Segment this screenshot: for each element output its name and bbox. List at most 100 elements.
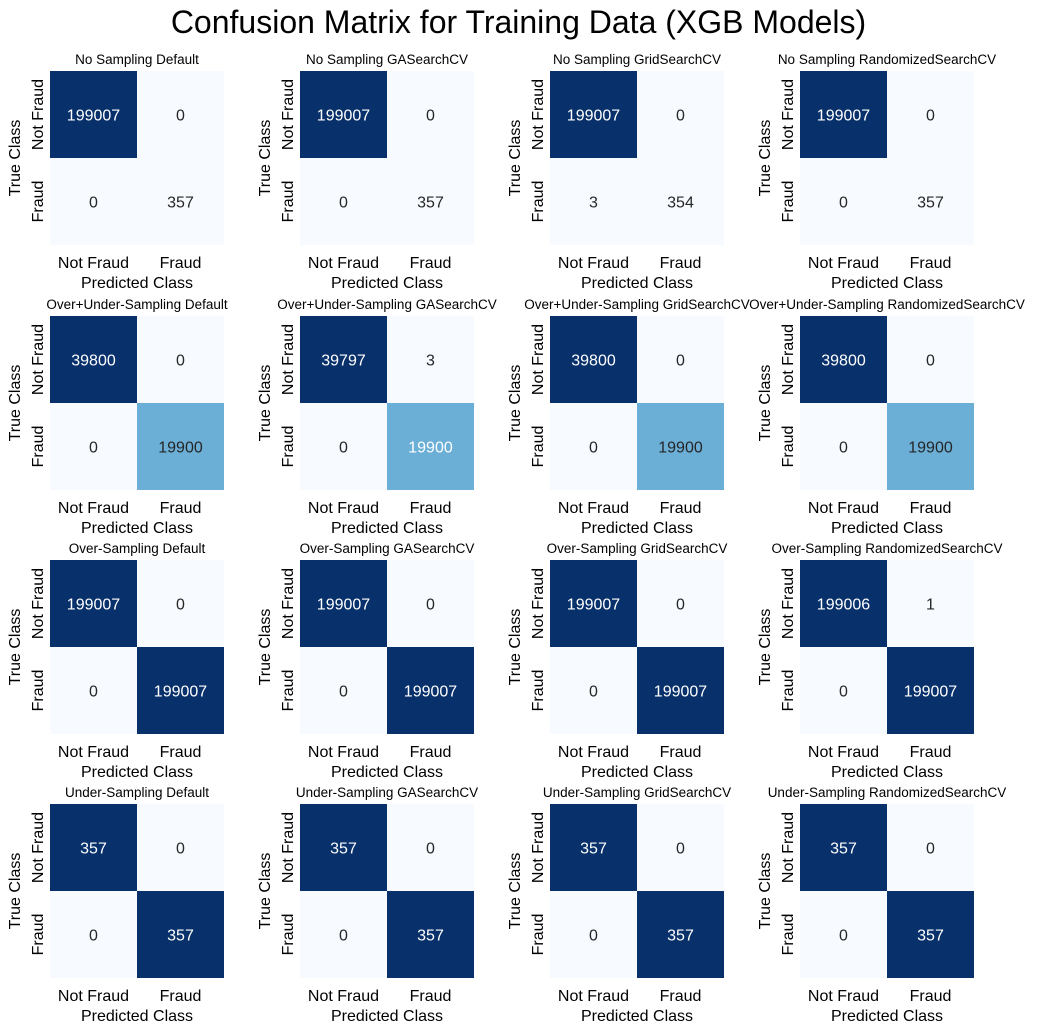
panel-5-ytick-1: Not Fraud [30, 324, 47, 395]
panel-1-xtick-2: Fraud [160, 255, 202, 272]
panel-8-xtick-2: Fraud [910, 500, 952, 517]
panel-6-ylabel: True Class [257, 365, 274, 442]
panel-9-cell-r1c2 [137, 560, 224, 647]
panel-5-ylabel: True Class [7, 365, 24, 442]
panel-12-ytick-1: Not Fraud [780, 568, 797, 639]
panel-7-cell-label-r2c2: 19900 [658, 440, 703, 457]
panel-1-cell-label-r2c1: 0 [89, 195, 98, 212]
panel-13-xtick-1: Not Fraud [58, 988, 129, 1005]
panel-11-cell-r2c2 [637, 647, 724, 734]
panel-12-title: Over-Sampling RandomizedSearchCV [771, 541, 1002, 556]
panel-15-title: Under-Sampling GridSearchCV [543, 785, 731, 800]
panel-3-title: No Sampling GridSearchCV [553, 52, 721, 67]
panel-3-xtick-1: Not Fraud [558, 255, 629, 272]
panel-2-ytick-2: Fraud [280, 181, 297, 223]
panel-3-cell-r2c2 [637, 158, 724, 245]
panel-3-ytick-1: Not Fraud [530, 79, 547, 150]
panel-2-xtick-2: Fraud [410, 255, 452, 272]
panel-15-ytick-1: Not Fraud [530, 812, 547, 883]
panel-11-cell-label-r2c1: 0 [589, 684, 598, 701]
panel-4-ytick-1: Not Fraud [780, 79, 797, 150]
panel-14-cell-label-r2c1: 0 [339, 928, 348, 945]
panel-8-title: Over+Under-Sampling RandomizedSearchCV [749, 297, 1025, 312]
panel-6-cell-label-r2c1: 0 [339, 440, 348, 457]
panel-15-cell-r2c1 [550, 891, 637, 978]
panel-10-cell-label-r2c2: 199007 [404, 684, 457, 701]
panel-11-ytick-1: Not Fraud [530, 568, 547, 639]
panel-7-xtick-2: Fraud [660, 500, 702, 517]
panel-14-xtick-2: Fraud [410, 988, 452, 1005]
panel-16-xtick-2: Fraud [910, 988, 952, 1005]
panel-15-cell-r1c2 [637, 804, 724, 891]
panel-7-cell-label-r2c1: 0 [589, 440, 598, 457]
panel-9-cell-label-r2c2: 199007 [154, 684, 207, 701]
panel-12-cell-label-r1c2: 1 [926, 597, 935, 614]
panel-2-cell-r2c2 [387, 158, 474, 245]
panel-13-ytick-1: Not Fraud [30, 812, 47, 883]
panel-13-cell-r2c1 [50, 891, 137, 978]
panel-12-cell-r2c1 [800, 647, 887, 734]
panel-4-cell-label-r2c2: 357 [917, 195, 944, 212]
panel-14-ylabel: True Class [257, 853, 274, 930]
panel-9-ytick-1: Not Fraud [30, 568, 47, 639]
panel-4-cell-r2c1 [800, 158, 887, 245]
panel-7-xtick-1: Not Fraud [558, 500, 629, 517]
panel-8-xtick-1: Not Fraud [808, 500, 879, 517]
panel-16-title: Under-Sampling RandomizedSearchCV [768, 785, 1007, 800]
panel-10-xtick-2: Fraud [410, 744, 452, 761]
panel-5-cell-r2c1 [50, 403, 137, 490]
panel-4-xtick-2: Fraud [910, 255, 952, 272]
panel-1-cell-label-r1c1: 199007 [67, 108, 120, 125]
panel-7-title: Over+Under-Sampling GridSearchCV [524, 297, 749, 312]
panel-2-cell-label-r1c2: 0 [426, 108, 435, 125]
panel-12-xtick-1: Not Fraud [808, 744, 879, 761]
panel-1-ytick-2: Fraud [30, 181, 47, 223]
panel-14-cell-r1c1 [300, 804, 387, 891]
panel-6-title: Over+Under-Sampling GASearchCV [277, 297, 496, 312]
panel-1-cell-r1c2 [137, 71, 224, 158]
panel-5-cell-r2c2 [137, 403, 224, 490]
panel-15-xtick-2: Fraud [660, 988, 702, 1005]
panel-2-ylabel: True Class [257, 120, 274, 197]
panel-10-title: Over-Sampling GASearchCV [300, 541, 475, 556]
panel-4-xtick-1: Not Fraud [808, 255, 879, 272]
panel-4-title: No Sampling RandomizedSearchCV [778, 52, 996, 67]
panel-14-ytick-2: Fraud [280, 914, 297, 956]
panel-13-title: Under-Sampling Default [65, 785, 209, 800]
panel-16-cell-r2c1 [800, 891, 887, 978]
panel-10-cell-label-r2c1: 0 [339, 684, 348, 701]
panel-7-xlabel: Predicted Class [581, 520, 693, 537]
panel-6-xtick-2: Fraud [410, 500, 452, 517]
panel-7-cell-label-r1c2: 0 [676, 353, 685, 370]
panel-13-cell-label-r1c1: 357 [80, 841, 107, 858]
panel-4-cell-r1c2 [887, 71, 974, 158]
panel-2-xtick-1: Not Fraud [308, 255, 379, 272]
panel-2-cell-r1c1 [300, 71, 387, 158]
panel-3-cell-r1c2 [637, 71, 724, 158]
panel-8-cell-label-r2c1: 0 [839, 440, 848, 457]
panel-14-xlabel: Predicted Class [331, 1008, 443, 1025]
panel-10-cell-r1c1 [300, 560, 387, 647]
panel-14-cell-r1c2 [387, 804, 474, 891]
panel-1-ylabel: True Class [7, 120, 24, 197]
panel-6-cell-label-r2c2: 19900 [408, 440, 453, 457]
panel-2-cell-r1c2 [387, 71, 474, 158]
panel-14-cell-r2c2 [387, 891, 474, 978]
panel-4-ytick-2: Fraud [780, 181, 797, 223]
panel-5-cell-label-r2c1: 0 [89, 440, 98, 457]
panel-13-cell-label-r2c2: 357 [167, 928, 194, 945]
panel-11-cell-label-r1c2: 0 [676, 597, 685, 614]
panel-1-xlabel: Predicted Class [81, 275, 193, 292]
panel-11-xtick-1: Not Fraud [558, 744, 629, 761]
panel-7-cell-r2c2 [637, 403, 724, 490]
panel-16-xtick-1: Not Fraud [808, 988, 879, 1005]
panel-7-ytick-2: Fraud [530, 426, 547, 468]
panel-14-title: Under-Sampling GASearchCV [296, 785, 478, 800]
panel-16-cell-label-r2c1: 0 [839, 928, 848, 945]
panel-16-ytick-2: Fraud [780, 914, 797, 956]
panel-9-cell-label-r2c1: 0 [89, 684, 98, 701]
panel-16-cell-r2c2 [887, 891, 974, 978]
panel-9-cell-r2c1 [50, 647, 137, 734]
panel-8-cell-label-r1c2: 0 [926, 353, 935, 370]
